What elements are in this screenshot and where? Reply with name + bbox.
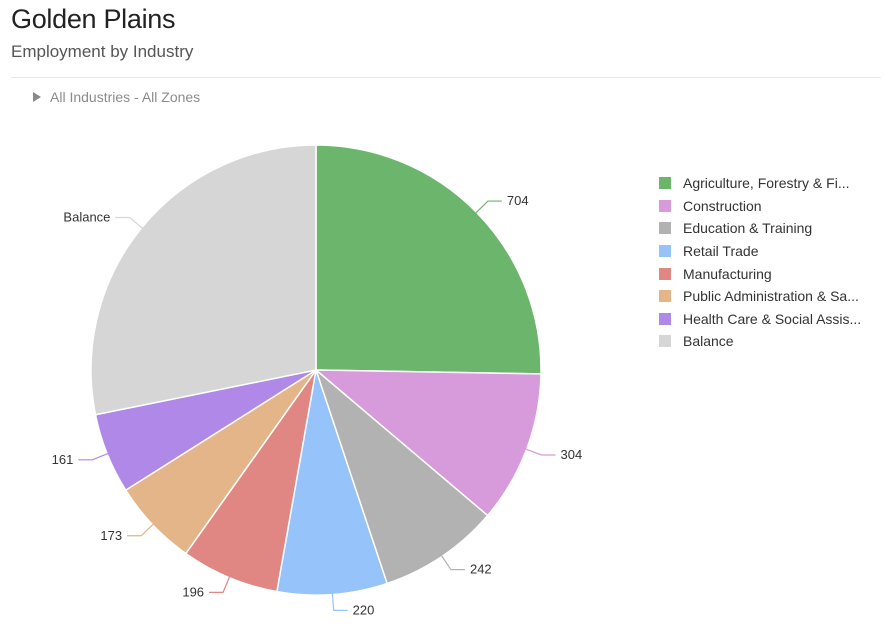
legend-item-1[interactable]: Construction [659, 195, 861, 218]
legend-swatch-4 [659, 267, 671, 280]
legend-item-2[interactable]: Education & Training [659, 217, 861, 240]
pie-leader-line-3 [331, 592, 348, 611]
legend-item-5[interactable]: Public Administration & Sa... [659, 285, 861, 308]
chart-legend: Agriculture, Forestry & Fi... Constructio… [659, 172, 861, 353]
pie-leader-line-1 [524, 448, 556, 456]
legend-swatch-6 [659, 312, 671, 325]
legend-item-3[interactable]: Retail Trade [659, 240, 861, 263]
legend-label-7: Balance [683, 333, 734, 350]
pie-data-label-0: 704 [507, 193, 529, 208]
legend-swatch-5 [659, 290, 671, 303]
pie-data-label-6: 161 [52, 452, 74, 467]
pie-data-label-4: 196 [182, 584, 204, 599]
pie-data-label-2: 242 [470, 562, 492, 577]
pie-data-label-7: Balance [63, 209, 110, 224]
legend-swatch-7 [659, 335, 671, 348]
pie-leader-line-4 [209, 575, 231, 593]
legend-swatch-1 [659, 199, 671, 212]
legend-item-0[interactable]: Agriculture, Forestry & Fi... [659, 172, 861, 195]
filter-label: All Industries - All Zones [50, 89, 201, 105]
legend-swatch-2 [659, 222, 671, 235]
legend-item-7[interactable]: Balance [659, 330, 861, 353]
header-divider [11, 77, 881, 78]
legend-label-0: Agriculture, Forestry & Fi... [683, 175, 850, 192]
pie-data-label-1: 304 [561, 447, 583, 462]
pie-slice-7[interactable] [90, 144, 317, 416]
filter-toggle[interactable]: All Industries - All Zones [33, 89, 200, 105]
legend-swatch-3 [659, 245, 671, 258]
page-subtitle: Employment by Industry [11, 42, 194, 61]
legend-label-1: Construction [683, 197, 762, 214]
pie-data-label-3: 220 [353, 602, 375, 617]
legend-item-4[interactable]: Manufacturing [659, 262, 861, 285]
pie-leader-line-6 [78, 452, 110, 461]
legend-label-4: Manufacturing [683, 265, 772, 282]
page-title: Golden Plains [11, 4, 176, 34]
legend-label-2: Education & Training [683, 220, 813, 237]
legend-item-6[interactable]: Health Care & Social Assis... [659, 308, 861, 331]
expand-triangle-icon [33, 92, 41, 102]
pie-leader-line-0 [474, 200, 502, 215]
pie-leader-line-7 [115, 216, 144, 230]
pie-leader-line-5 [127, 522, 155, 537]
pie-data-label-5: 173 [100, 528, 122, 543]
legend-label-5: Public Administration & Sa... [683, 288, 859, 305]
legend-label-3: Retail Trade [683, 243, 759, 260]
pie-slice-0[interactable] [315, 144, 542, 375]
pie-leader-line-2 [440, 554, 465, 571]
legend-swatch-0 [659, 177, 671, 190]
legend-label-6: Health Care & Social Assis... [683, 310, 862, 327]
